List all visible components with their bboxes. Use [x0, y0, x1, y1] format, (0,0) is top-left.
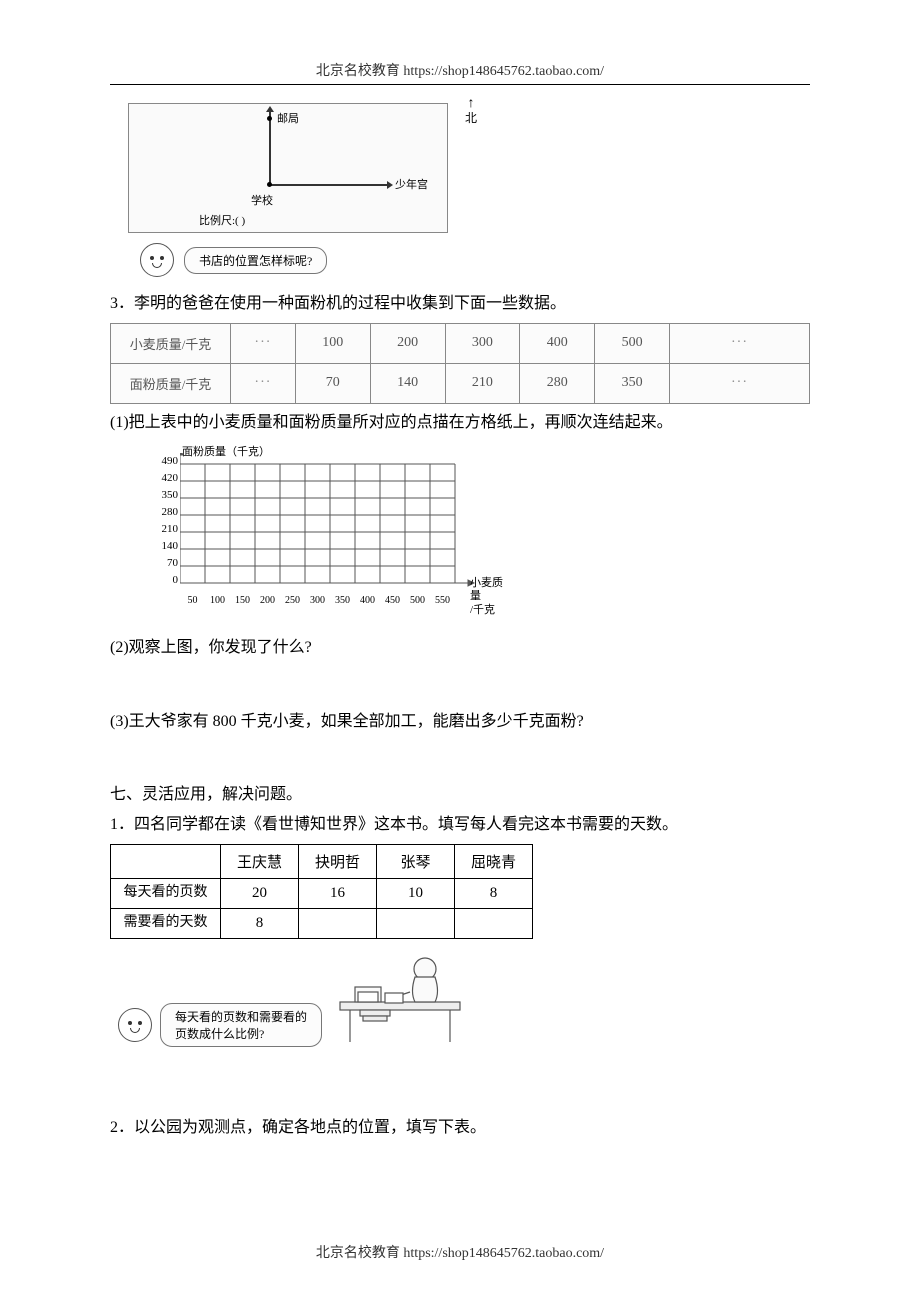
q3-intro: 3．李明的爸爸在使用一种面粉机的过程中收集到下面一些数据。	[110, 291, 810, 317]
xtick: 150	[230, 595, 255, 606]
col-header: 抉明哲	[299, 844, 377, 878]
xtick: 450	[380, 595, 405, 606]
ytick: 70	[150, 555, 178, 572]
reading-days-table: 王庆慧 抉明哲 张琴 屈晓青 每天看的页数 20 16 10 8 需要看的天数 …	[110, 844, 533, 939]
cell: 140	[370, 363, 445, 403]
xtick: 100	[205, 595, 230, 606]
table-row: 王庆慧 抉明哲 张琴 屈晓青	[111, 844, 533, 878]
col-header: 王庆慧	[221, 844, 299, 878]
chart-xunit: 小麦质量 /千克	[470, 577, 510, 617]
cell: 8	[455, 878, 533, 908]
scale-label: 比例尺:( )	[199, 212, 245, 228]
section7-title: 七、灵活应用，解决问题。	[110, 782, 810, 808]
grid-chart: 面粉质量（千克） 490 420 350 280 210 140 70 0	[150, 445, 510, 625]
chart-xticks: 50100150200250300350400450500550	[180, 595, 455, 606]
row-header: 每天看的页数	[111, 878, 221, 908]
postoffice-point	[267, 116, 272, 121]
xtick: 350	[330, 595, 355, 606]
row-header: 小麦质量/千克	[111, 323, 231, 363]
ytick: 140	[150, 538, 178, 555]
speech-bubble-2: 每天看的页数和需要看的 页数成什么比例?	[160, 1003, 322, 1047]
cell: 20	[221, 878, 299, 908]
map-figure: ↑ 北 邮局 学校 少年宫 比例尺:( )	[128, 103, 448, 233]
cell: 10	[377, 878, 455, 908]
ytick: 490	[150, 453, 178, 470]
face-icon	[118, 1008, 152, 1042]
cell	[111, 844, 221, 878]
cell	[455, 908, 533, 938]
xtick: 200	[255, 595, 280, 606]
wheat-flour-table: 小麦质量/千克 ··· 100 200 300 400 500 ··· 面粉质量…	[110, 323, 810, 404]
ytick: 420	[150, 470, 178, 487]
cell: 200	[370, 323, 445, 363]
cell	[299, 908, 377, 938]
table-row: 每天看的页数 20 16 10 8	[111, 878, 533, 908]
ytick: 210	[150, 521, 178, 538]
cell: 400	[520, 323, 595, 363]
cell: 100	[295, 323, 370, 363]
cell-ellipsis: ···	[231, 323, 296, 363]
xtick: 550	[430, 595, 455, 606]
cell: 500	[595, 323, 670, 363]
school-point	[267, 182, 272, 187]
north-label: 北	[465, 109, 477, 126]
school-label: 学校	[251, 192, 273, 208]
cell	[377, 908, 455, 938]
cell: 350	[595, 363, 670, 403]
xtick: 500	[405, 595, 430, 606]
face-icon	[140, 243, 174, 277]
postoffice-label: 邮局	[277, 110, 299, 126]
cell: 70	[295, 363, 370, 403]
cell-ellipsis: ···	[670, 323, 810, 363]
col-header: 张琴	[377, 844, 455, 878]
cell: 16	[299, 878, 377, 908]
q2-last: 2．以公园为观测点，确定各地点的位置，填写下表。	[110, 1115, 810, 1141]
table-row: 面粉质量/千克 ··· 70 140 210 280 350 ···	[111, 363, 810, 403]
xtick: 50	[180, 595, 205, 606]
cell: 8	[221, 908, 299, 938]
q3-sub2: (2)观察上图，你发现了什么?	[110, 635, 810, 661]
q3-sub1: (1)把上表中的小麦质量和面粉质量所对应的点描在方格纸上，再顺次连结起来。	[110, 410, 810, 436]
section7-q1: 1．四名同学都在读《看世博知世界》这本书。填写每人看完这本书需要的天数。	[110, 812, 810, 838]
north-arrow-icon: ↑ 北	[465, 98, 477, 126]
table-row: 需要看的天数 8	[111, 908, 533, 938]
map-axis-horizontal	[269, 184, 389, 186]
chart-grid-svg	[180, 453, 480, 603]
xunit-line2: /千克	[470, 604, 510, 617]
youthpalace-label: 少年宫	[395, 176, 428, 192]
speech-bubble-1: 书店的位置怎样标呢?	[184, 247, 327, 274]
col-header: 屈晓青	[455, 844, 533, 878]
cell: 300	[445, 323, 520, 363]
q3-sub3: (3)王大爷家有 800 千克小麦，如果全部加工，能磨出多少千克面粉?	[110, 709, 810, 735]
reading-illustration	[330, 947, 480, 1047]
xtick: 300	[305, 595, 330, 606]
ytick: 350	[150, 487, 178, 504]
row-header: 需要看的天数	[111, 908, 221, 938]
cell-ellipsis: ···	[670, 363, 810, 403]
cell: 280	[520, 363, 595, 403]
map-axis-vertical	[269, 110, 271, 185]
page-header: 北京名校教育 https://shop148645762.taobao.com/	[110, 60, 810, 80]
xunit-line1: 小麦质量	[470, 577, 510, 603]
cell-ellipsis: ···	[231, 363, 296, 403]
bubble2-line2: 页数成什么比例?	[175, 1025, 307, 1042]
bubble2-line1: 每天看的页数和需要看的	[175, 1008, 307, 1025]
table-row: 小麦质量/千克 ··· 100 200 300 400 500 ···	[111, 323, 810, 363]
xtick: 400	[355, 595, 380, 606]
header-rule	[110, 84, 810, 85]
page-footer: 北京名校教育 https://shop148645762.taobao.com/	[0, 1242, 920, 1262]
xtick: 250	[280, 595, 305, 606]
chart-yticks: 490 420 350 280 210 140 70 0	[150, 453, 178, 589]
row-header: 面粉质量/千克	[111, 363, 231, 403]
cell: 210	[445, 363, 520, 403]
ytick: 0	[150, 572, 178, 589]
ytick: 280	[150, 504, 178, 521]
